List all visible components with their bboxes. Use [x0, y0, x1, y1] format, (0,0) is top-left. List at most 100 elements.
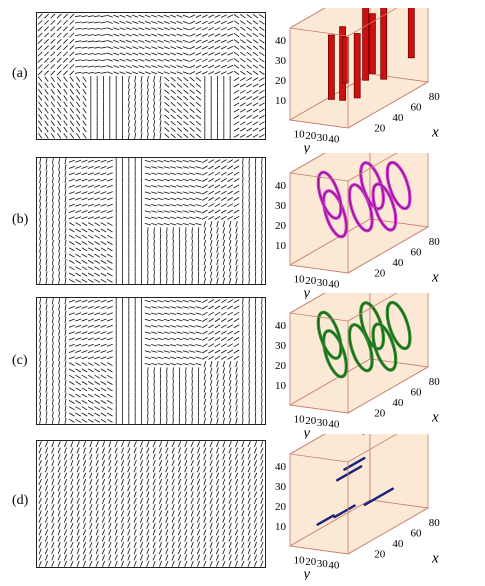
director-segment: [170, 127, 176, 132]
director-segment: [177, 510, 182, 517]
director-segment: [163, 52, 170, 56]
director-segment: [127, 460, 131, 467]
director-segment: [89, 554, 93, 561]
director-segment: [64, 221, 67, 228]
director-segment: [176, 14, 183, 18]
director-segment: [63, 95, 68, 101]
director-segment: [51, 516, 55, 523]
director-segment: [151, 325, 158, 328]
director-segment: [182, 216, 189, 220]
director-segment: [166, 277, 168, 284]
director-segment: [140, 466, 143, 473]
director-segment: [63, 57, 68, 63]
director-segment: [259, 45, 265, 50]
director-segment: [163, 178, 170, 182]
director-segment: [178, 398, 181, 406]
director-segment: [81, 46, 88, 49]
director-segment: [189, 306, 196, 309]
director-segment: [239, 102, 246, 107]
director-segment: [197, 411, 200, 418]
director-segment: [228, 233, 232, 240]
director-segment: [163, 306, 170, 309]
director-segment: [69, 57, 75, 63]
director-segment: [39, 354, 42, 361]
director-segment: [106, 418, 113, 423]
director-segment: [246, 127, 253, 132]
director-segment: [222, 478, 226, 485]
director-segment: [89, 541, 93, 548]
director-segment: [235, 417, 238, 424]
director-segment: [239, 89, 246, 94]
director-segment: [147, 379, 149, 387]
director-segment: [64, 298, 67, 305]
director-segment: [51, 510, 55, 517]
director-segment: [240, 45, 246, 50]
director-segment: [68, 266, 75, 271]
director-segment: [228, 386, 232, 393]
director-segment: [254, 485, 257, 492]
director-segment: [63, 76, 68, 82]
director-segment: [102, 541, 105, 548]
director-segment: [75, 343, 82, 347]
director-segment: [222, 485, 226, 492]
director-segment: [68, 324, 75, 328]
director-segment: [64, 485, 67, 492]
director-segment: [119, 58, 126, 62]
director-segment: [260, 460, 264, 467]
director-segment: [89, 497, 93, 504]
director-segment: [132, 21, 139, 24]
director-segment: [100, 65, 107, 68]
director-segment: [196, 491, 201, 498]
director-segment: [82, 478, 87, 485]
director-segment: [235, 392, 238, 399]
y-tick-label: 10: [294, 414, 306, 426]
y-tick-label: 10: [294, 129, 306, 141]
director-segment: [83, 541, 86, 548]
director-segment: [81, 203, 88, 207]
director-segment: [108, 541, 112, 548]
director-segment: [163, 71, 170, 75]
director-segment: [106, 306, 113, 309]
director-segment: [227, 159, 234, 164]
director-segment: [82, 441, 87, 448]
director-segment: [58, 183, 61, 190]
director-segment: [254, 367, 257, 374]
director-segment: [189, 356, 196, 360]
director-segment: [242, 214, 244, 221]
director-segment: [44, 107, 49, 114]
director-segment: [209, 510, 213, 517]
director-segment: [70, 504, 74, 511]
director-segment: [157, 39, 164, 43]
director-segment: [185, 405, 187, 412]
director-segment: [157, 312, 164, 315]
director-segment: [252, 64, 259, 69]
director-segment: [176, 33, 183, 37]
director-segment: [159, 392, 162, 399]
director-segment: [125, 52, 132, 56]
director-segment: [158, 548, 163, 555]
director-segment: [176, 325, 183, 328]
director-segment: [170, 39, 177, 43]
director-segment: [242, 417, 244, 424]
director-segment: [247, 504, 251, 511]
director-segment: [234, 535, 239, 542]
director-segment: [208, 311, 215, 316]
director-segment: [144, 27, 151, 31]
director-segment: [119, 46, 126, 50]
director-segment: [159, 373, 162, 380]
director-segment: [94, 412, 101, 417]
director-segment: [63, 491, 68, 498]
director-segment: [189, 83, 195, 88]
director-segment: [51, 208, 54, 215]
director-segment: [63, 19, 68, 25]
director-segment: [227, 64, 234, 69]
director-segment: [39, 252, 42, 259]
director-segment: [139, 529, 144, 536]
director-segment: [165, 529, 169, 536]
director-segment: [51, 221, 54, 228]
director-segment: [260, 447, 264, 454]
director-segment: [178, 373, 181, 380]
director-segment: [170, 350, 177, 353]
director-segment: [171, 453, 175, 460]
director-segment: [51, 411, 54, 418]
